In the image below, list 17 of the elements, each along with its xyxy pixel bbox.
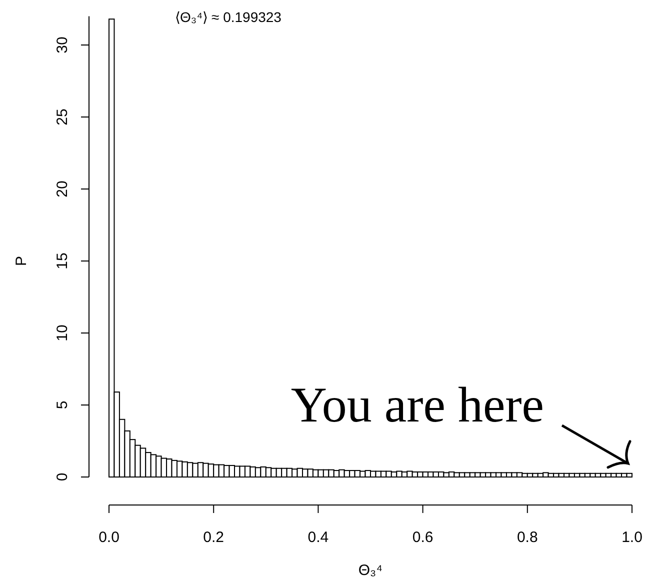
y-tick-label: 20 (54, 180, 71, 198)
y-tick-label: 0 (54, 472, 71, 482)
y-tick-label: 15 (54, 252, 71, 270)
x-tick-label: 0.2 (203, 529, 224, 546)
x-axis-title: Θ₃⁴ (358, 562, 383, 579)
annotation: ⟨Θ₃⁴⟩ ≈ 0.199323 (175, 9, 282, 25)
x-tick-label: 0.4 (308, 529, 329, 546)
y-tick-label: 25 (54, 108, 71, 126)
x-tick-label: 0.0 (98, 529, 120, 546)
x-tick-label: 1.0 (622, 529, 642, 546)
y-tick-label: 30 (54, 36, 71, 54)
x-tick-label: 0.8 (516, 529, 538, 546)
x-tick-label: 0.6 (412, 529, 434, 546)
y-axis-title: P (13, 256, 30, 266)
y-tick-label: 10 (54, 324, 71, 342)
y-tick-label: 5 (54, 400, 71, 410)
annotation: You are here (290, 376, 544, 432)
